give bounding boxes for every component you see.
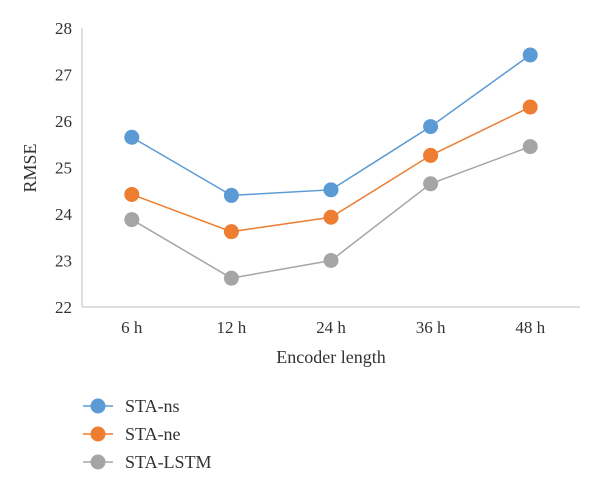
x-axis-ticks: 6 h 12 h 24 h 36 h 48 h	[121, 318, 545, 337]
chart-axes	[81, 28, 580, 308]
series-layer	[124, 47, 538, 286]
legend-marker	[90, 426, 106, 442]
x-tick-label: 12 h	[217, 318, 247, 337]
x-tick-label: 6 h	[121, 318, 143, 337]
x-tick-label: 24 h	[316, 318, 346, 337]
y-tick-label: 26	[55, 112, 72, 131]
legend-item: STA-ns	[83, 396, 180, 416]
y-tick-label: 23	[55, 252, 72, 271]
y-tick-label: 24	[55, 205, 73, 224]
series-line	[131, 54, 531, 197]
legend-label: STA-ns	[125, 396, 180, 416]
legend-marker	[90, 398, 106, 414]
series-sta-ns	[124, 47, 538, 203]
legend-item: STA-LSTM	[83, 452, 212, 472]
series-sta-lstm	[124, 139, 538, 286]
data-point	[124, 212, 140, 228]
data-point	[522, 139, 538, 155]
data-point	[124, 186, 140, 202]
data-point	[522, 47, 538, 63]
y-axis-ticks: 22 23 24 25 26 27 28	[55, 19, 73, 317]
y-tick-label: 27	[55, 66, 73, 85]
data-point	[522, 99, 538, 115]
y-axis-label: RMSE	[20, 143, 40, 192]
legend-label: STA-ne	[125, 424, 181, 444]
data-point	[223, 270, 239, 286]
data-point	[124, 129, 140, 145]
data-point	[323, 182, 339, 198]
series-sta-ne	[124, 99, 538, 240]
data-point	[423, 176, 439, 192]
x-axis-label: Encoder length	[276, 347, 385, 367]
y-tick-label: 28	[55, 19, 72, 38]
data-point	[223, 224, 239, 240]
data-point	[423, 119, 439, 135]
legend-label: STA-LSTM	[125, 452, 212, 472]
x-tick-label: 48 h	[515, 318, 545, 337]
data-point	[223, 187, 239, 203]
data-point	[423, 147, 439, 163]
legend-marker	[90, 454, 106, 470]
legend-item: STA-ne	[83, 424, 181, 444]
y-tick-label: 22	[55, 298, 72, 317]
data-point	[323, 209, 339, 225]
legend: STA-ns STA-ne STA-LSTM	[83, 396, 212, 472]
data-point	[323, 253, 339, 268]
y-tick-label: 25	[55, 159, 72, 178]
x-tick-label: 36 h	[416, 318, 446, 337]
